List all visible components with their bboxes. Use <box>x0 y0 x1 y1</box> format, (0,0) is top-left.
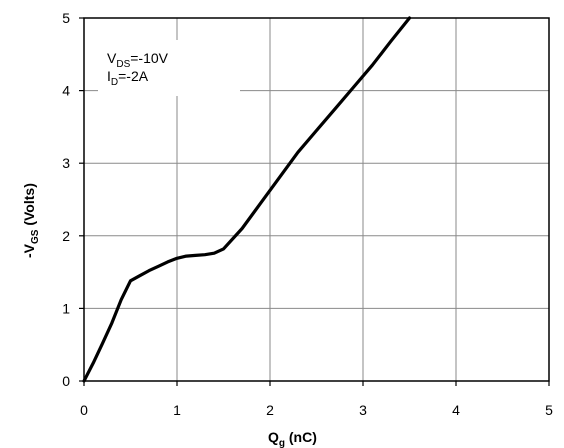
x-ticks: 0 1 2 3 4 5 <box>80 381 553 418</box>
x-tick-label: 3 <box>359 402 367 418</box>
condition-vds: VDS=-10V <box>107 50 169 70</box>
x-tick-label: 2 <box>266 402 274 418</box>
y-tick-label: 3 <box>62 155 70 171</box>
y-tick-label: 4 <box>62 83 70 99</box>
y-axis-label: -VGS (Volts) <box>21 183 41 258</box>
condition-id: ID=-2A <box>107 68 149 88</box>
y-tick-label: 2 <box>62 228 70 244</box>
x-tick-label: 1 <box>173 402 181 418</box>
y-tick-label: 1 <box>62 300 70 316</box>
x-tick-label: 0 <box>80 402 88 418</box>
y-ticks: 0 1 2 3 4 5 <box>62 10 84 389</box>
vgs-qg-curve <box>82 16 412 383</box>
x-axis-label: Qg (nC) <box>268 429 317 448</box>
y-tick-label: 5 <box>62 10 70 26</box>
x-tick-label: 4 <box>452 402 460 418</box>
plot-frame <box>83 17 550 382</box>
conditions-box-bg <box>98 40 240 96</box>
y-tick-label: 0 <box>62 373 70 389</box>
x-tick-label: 5 <box>545 402 553 418</box>
